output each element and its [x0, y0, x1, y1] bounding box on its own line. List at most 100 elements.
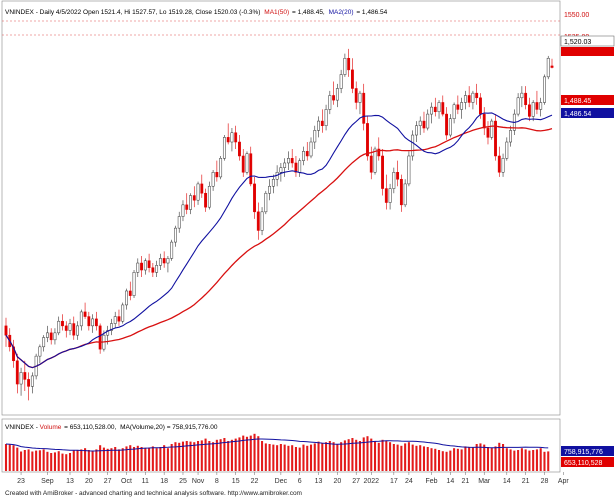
volume-bar	[396, 444, 399, 471]
candle-body	[535, 102, 539, 110]
volume-bar	[223, 438, 226, 471]
x-tick-label: 24	[405, 478, 413, 485]
svg-text:758,915,776: 758,915,776	[564, 449, 603, 456]
volume-bar	[212, 442, 215, 471]
candle-body	[373, 148, 377, 173]
volume-bar	[468, 447, 471, 471]
candle-body	[520, 92, 524, 99]
volume-bar	[336, 444, 339, 471]
candle-body	[550, 65, 554, 68]
volume-bar	[102, 447, 105, 471]
candle-body	[388, 188, 392, 203]
volume-bar	[110, 448, 113, 471]
candle-body	[524, 92, 528, 106]
candle-body	[482, 113, 486, 129]
volume-bar	[509, 449, 512, 471]
candle-body	[230, 132, 234, 143]
candle-body	[460, 102, 464, 110]
candle-body	[456, 104, 460, 110]
volume-bar	[483, 444, 486, 471]
candle-body	[42, 337, 46, 348]
candle-body	[381, 155, 384, 189]
candle-body	[271, 179, 275, 187]
volume-bar	[238, 437, 241, 471]
candle-body	[403, 183, 407, 206]
candle-body	[283, 162, 287, 168]
volume-bars	[4, 433, 550, 471]
x-tick-label: 18	[160, 478, 168, 485]
svg-text:1,488.45: 1,488.45	[564, 98, 591, 105]
candle-body	[147, 260, 151, 268]
candle-body	[238, 141, 241, 157]
candle-body	[433, 106, 437, 113]
volume-bar	[53, 452, 56, 471]
volume-bar	[520, 448, 523, 471]
candle-body	[411, 134, 415, 157]
volume-bar	[204, 438, 207, 471]
candles	[4, 48, 554, 401]
x-tick-label: 6	[298, 478, 302, 485]
volume-bar	[38, 450, 41, 471]
volume-bar	[351, 438, 354, 471]
candle-body	[260, 211, 264, 231]
x-tick-label: 27	[104, 478, 112, 485]
candle-body	[392, 172, 396, 189]
candle-body	[324, 109, 328, 126]
volume-bar	[325, 442, 328, 471]
candle-body	[351, 69, 354, 89]
volume-bar	[373, 441, 377, 471]
candle-body	[170, 241, 174, 259]
candle-body	[61, 320, 64, 327]
volume-bar	[445, 451, 448, 471]
volume-bar	[385, 441, 388, 471]
volume-bar	[513, 450, 516, 471]
volume-bar	[490, 447, 493, 471]
volume-legend-label: Volume	[40, 424, 62, 431]
candle-body	[174, 227, 177, 243]
volume-bar	[227, 441, 230, 471]
candle-body	[23, 372, 27, 380]
x-tick-label: Nov	[192, 478, 205, 485]
svg-text:1,486.54: 1,486.54	[564, 111, 591, 118]
volume-bar	[539, 448, 542, 471]
volume-bar	[535, 449, 538, 471]
volume-bar	[298, 447, 301, 471]
candle-body	[253, 183, 256, 213]
candle-body	[158, 258, 162, 266]
volume-bar	[4, 444, 8, 471]
x-tick-label: 14	[446, 478, 454, 485]
candle-body	[494, 120, 497, 157]
volume-bar	[437, 450, 441, 471]
candle-body	[332, 95, 336, 101]
volume-bar	[502, 444, 505, 471]
candle-body	[384, 188, 388, 203]
candle-body	[471, 92, 475, 103]
volume-bar	[50, 453, 53, 471]
x-tick-label: Dec	[275, 478, 288, 485]
volume-bar	[140, 447, 143, 471]
volume-bar	[242, 435, 245, 471]
candle-body	[64, 325, 68, 331]
ma50-line	[5, 125, 553, 369]
candle-body	[113, 316, 117, 324]
price-tag-volume: 653,110,528	[561, 457, 614, 467]
candle-body	[27, 379, 31, 387]
volume-bar	[215, 439, 218, 471]
candle-body	[181, 204, 185, 217]
moving-averages	[5, 112, 553, 369]
volume-bar	[185, 441, 188, 471]
candle-body	[121, 304, 125, 322]
candle-body	[46, 332, 49, 338]
volume-bar	[358, 441, 361, 471]
candle-body	[196, 183, 200, 201]
x-axis: 23 Sep 13 20 27 Oct 11 18 25 Nov 8 15 22 Dec 6 13 20 27 20…	[17, 472, 569, 485]
candle-body	[192, 195, 196, 201]
candle-body	[362, 92, 366, 124]
volume-bar	[313, 443, 316, 471]
x-tick-label: 17	[390, 478, 398, 485]
candle-body	[407, 155, 411, 185]
volume-bar	[306, 445, 309, 471]
x-tick-label: Oct	[121, 478, 132, 485]
x-tick-label: 22	[251, 478, 259, 485]
candle-body	[98, 325, 102, 350]
